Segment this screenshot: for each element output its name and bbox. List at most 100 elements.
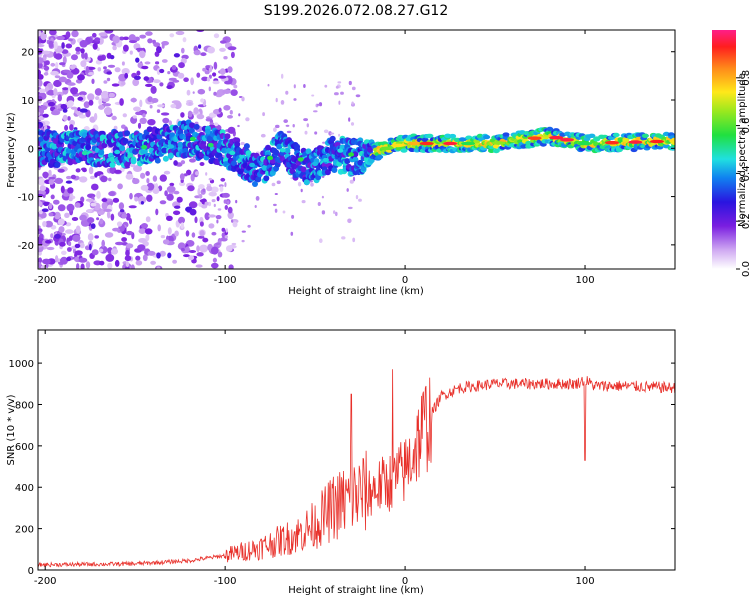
spectrogram-cell bbox=[57, 168, 65, 173]
spectrogram-cell bbox=[64, 212, 70, 218]
spectrogram-cell bbox=[88, 99, 94, 106]
spectrogram-cell bbox=[57, 204, 66, 212]
spectrogram-cell bbox=[186, 89, 191, 96]
spectrogram-cell bbox=[119, 145, 126, 152]
spectrogram-cell bbox=[118, 202, 125, 210]
spectrogram-cell bbox=[191, 232, 196, 238]
spectrogram-cell bbox=[350, 122, 355, 126]
spectrogram-cell bbox=[177, 242, 186, 250]
spectrogram-cell bbox=[84, 52, 88, 60]
spectrogram-cell bbox=[103, 103, 111, 107]
spectrogram-cell bbox=[49, 30, 57, 36]
spectrogram-cell bbox=[230, 89, 238, 96]
spectrogram-cell bbox=[192, 91, 195, 94]
spectrogram-cell bbox=[150, 85, 157, 94]
spectrogram-cell bbox=[306, 123, 309, 128]
spectrogram-cell bbox=[322, 157, 329, 162]
y-tick-label: 10 bbox=[21, 96, 34, 107]
spectrogram-cell bbox=[134, 36, 140, 42]
spectrogram-cell bbox=[74, 250, 83, 256]
spectrogram-cell bbox=[276, 180, 281, 185]
spectrogram-cell bbox=[48, 101, 56, 107]
spectrogram-cell bbox=[71, 217, 79, 221]
spectrogram-cell bbox=[154, 157, 161, 164]
spectrogram-cell bbox=[101, 201, 108, 210]
spectrogram-cell bbox=[72, 234, 81, 242]
spectrogram-cell bbox=[355, 195, 359, 200]
spectrogram-cell bbox=[210, 186, 219, 193]
spectrogram-cell bbox=[198, 184, 205, 190]
spectrogram-cell bbox=[108, 177, 112, 182]
spectrogram-cell bbox=[60, 103, 68, 110]
spectrogram-cell bbox=[54, 53, 63, 60]
spectrogram-cell bbox=[196, 72, 201, 78]
spectrogram-cell bbox=[86, 217, 95, 224]
spectrogram-cell bbox=[38, 257, 43, 264]
spectrogram-cell bbox=[208, 214, 216, 218]
spectrogram-cell bbox=[38, 62, 43, 69]
spectrogram-cell bbox=[68, 235, 73, 241]
spectrogram-cell bbox=[190, 77, 195, 86]
spectrogram-cell bbox=[285, 90, 289, 95]
spectrogram-cell bbox=[128, 34, 136, 42]
spectrogram-cell bbox=[141, 144, 148, 150]
spectrogram-cell bbox=[224, 235, 228, 239]
spectrogram-cell bbox=[200, 98, 205, 103]
spectrogram-cell bbox=[38, 178, 46, 186]
spectrogram-cell bbox=[199, 244, 209, 253]
spectrogram-cell bbox=[48, 212, 54, 217]
spectrogram-cell bbox=[69, 65, 76, 70]
spectrogram-cell bbox=[188, 250, 197, 253]
spectrogram-cell bbox=[147, 119, 156, 126]
spectrogram-cell bbox=[96, 190, 101, 199]
spectrogram-cell bbox=[305, 148, 312, 155]
spectrogram-cell bbox=[300, 188, 303, 193]
spectrogram-cell bbox=[179, 173, 185, 181]
spectrogram-cell bbox=[348, 117, 351, 122]
spectrogram-cell bbox=[79, 242, 85, 249]
spectrogram-cell bbox=[38, 230, 42, 235]
spectrogram-cell bbox=[150, 260, 157, 265]
spectrogram-cell bbox=[107, 64, 116, 68]
spectrogram-cell bbox=[303, 179, 310, 186]
spectrogram-cell bbox=[217, 251, 223, 258]
spectrogram-cell bbox=[263, 175, 270, 182]
spectrogram-cell bbox=[549, 135, 564, 140]
spectrogram-cell bbox=[142, 240, 149, 247]
spectrogram-cell bbox=[139, 117, 147, 125]
spectrogram-cell bbox=[224, 205, 228, 210]
spectrogram-cell bbox=[38, 79, 43, 87]
spectrogram-cell bbox=[195, 171, 199, 176]
spectrogram-cell bbox=[194, 121, 199, 125]
spectrogram-cell bbox=[121, 68, 130, 75]
spectrogram-cell bbox=[54, 233, 61, 239]
spectrogram-cell bbox=[249, 162, 256, 168]
spectrogram-cell bbox=[156, 46, 162, 53]
spectrogram-cell bbox=[91, 249, 99, 256]
spectrogram-cell bbox=[212, 257, 217, 263]
spectrogram-cell bbox=[252, 181, 258, 187]
spectrogram-cell bbox=[578, 141, 592, 146]
spectrogram-y-axis-label: Frequency (Hz) bbox=[6, 112, 17, 188]
spectrogram-cell bbox=[208, 191, 217, 197]
spectrogram-cell bbox=[491, 141, 506, 145]
spectrogram-cell bbox=[139, 50, 146, 59]
spectrogram-cell bbox=[77, 74, 85, 81]
spectrogram-cell bbox=[197, 187, 201, 196]
spectrogram-cell bbox=[145, 83, 153, 87]
spectrogram-cell bbox=[421, 137, 429, 142]
spectrogram-cell bbox=[42, 171, 49, 178]
spectrogram-cell bbox=[130, 264, 135, 269]
spectrogram-cell bbox=[183, 254, 190, 258]
spectrogram-cell bbox=[109, 55, 115, 60]
spectrogram-cell bbox=[215, 242, 221, 245]
spectrogram-cell bbox=[328, 131, 332, 136]
spectrogram-cell bbox=[267, 83, 270, 87]
spectrogram-cell bbox=[38, 88, 47, 94]
y-tick-label: 400 bbox=[15, 483, 34, 494]
spectrogram-cell bbox=[358, 198, 362, 202]
spectrogram-cell bbox=[208, 86, 211, 92]
spectrogram-cell bbox=[50, 233, 54, 239]
spectrogram-cell bbox=[136, 70, 141, 76]
spectrogram-cell bbox=[48, 179, 55, 185]
